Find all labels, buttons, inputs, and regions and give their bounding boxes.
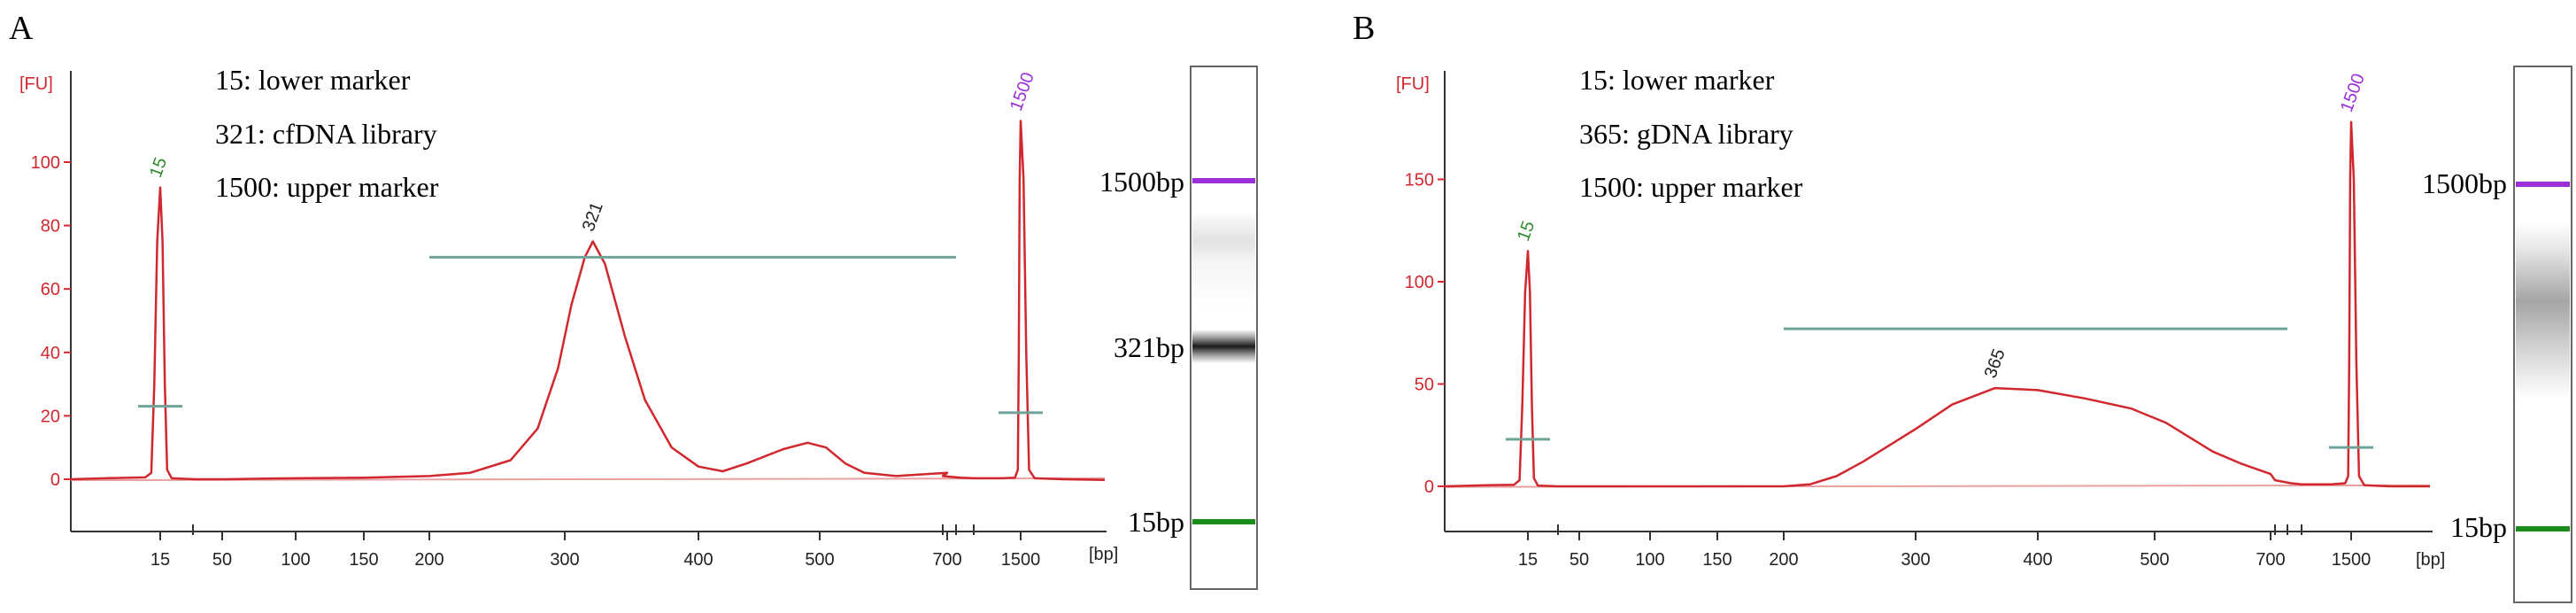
legend-line-b-2: 365: gDNA library — [1579, 118, 1793, 150]
panel-letter-b: B — [1353, 10, 1375, 47]
x-tick-label-b: 150 — [1702, 550, 1731, 570]
gel-band-321bp — [1192, 330, 1255, 363]
y-unit-a: [FU] — [19, 74, 53, 94]
legend-line-a-1: 15: lower marker — [215, 64, 411, 96]
peak-label-b: 15 — [1514, 219, 1539, 244]
plot-area-a: 0 20 40 60 80 100 15 50 100 150 200 300 400 500 700 150… — [31, 70, 1107, 570]
y-tick-label-b: 50 — [1415, 376, 1434, 395]
y-tick-label-b: 150 — [1405, 171, 1434, 190]
x-tick-label-b: 700 — [2256, 550, 2285, 570]
x-tick-label-a: 500 — [805, 550, 834, 570]
x-tick-label-b: 100 — [1635, 550, 1664, 570]
y-tick-label-a: 100 — [31, 153, 60, 173]
y-unit-b: [FU] — [1396, 74, 1430, 94]
x-tick-label-b: 50 — [1570, 550, 1589, 570]
gel-smear-b — [2516, 221, 2570, 399]
panel-a: A [FU] [bp] 15: lower marker 321: cfDNA … — [9, 10, 1258, 590]
x-tick-label-b: 15 — [1518, 550, 1538, 570]
y-tick-label-a: 40 — [41, 344, 60, 363]
y-tick-label-a: 60 — [41, 280, 60, 299]
x-tick-label-a: 15 — [150, 550, 170, 570]
x-tick-label-a: 1500 — [1001, 550, 1041, 570]
x-unit-a: [bp] — [1089, 545, 1118, 564]
peak-label-b: 1500 — [2337, 71, 2369, 114]
x-tick-label-b: 500 — [2140, 550, 2169, 570]
panel-b: B [FU] [bp] 15: lower marker 365: gDNA l… — [1353, 10, 2572, 603]
gel-band-1500bp-a — [1192, 178, 1255, 183]
x-tick-label-a: 200 — [414, 550, 443, 570]
y-tick-label-a: 20 — [41, 407, 60, 426]
x-unit-b: [bp] — [2416, 550, 2445, 570]
gel-band-15bp-a — [1192, 519, 1255, 524]
x-tick-label-a: 100 — [281, 550, 310, 570]
gel-label-15bp-a: 15bp — [1128, 506, 1184, 538]
peak-label-a: 15 — [146, 155, 171, 180]
gel-band-15bp-b — [2516, 526, 2570, 532]
gel-band-1500bp-b — [2516, 182, 2570, 187]
gel-label-1500bp-b: 1500bp — [2422, 167, 2507, 199]
x-tick-label-b: 300 — [1901, 550, 1930, 570]
x-tick-label-b: 400 — [2023, 550, 2052, 570]
peak-label-a: 1500 — [1006, 70, 1038, 113]
panel-letter-a: A — [9, 10, 34, 47]
peak-label-b: 365 — [1981, 346, 2009, 381]
gel-label-321bp: 321bp — [1114, 331, 1184, 363]
x-tick-label-a: 150 — [349, 550, 378, 570]
electropherogram-trace-b — [1444, 120, 2430, 488]
gel-lane-b: 1500bp 15bp — [2422, 66, 2572, 603]
x-tick-label-b: 1500 — [2332, 550, 2372, 570]
y-tick-label-a: 0 — [50, 470, 60, 490]
legend-line-b-3: 1500: upper marker — [1579, 171, 1803, 203]
gel-label-1500bp-a: 1500bp — [1099, 166, 1184, 198]
legend-line-b-1: 15: lower marker — [1579, 64, 1775, 96]
y-tick-label-b: 0 — [1424, 477, 1434, 497]
gel-lane-a: 1500bp 321bp 15bp — [1099, 66, 1258, 590]
x-tick-label-b: 200 — [1769, 550, 1798, 570]
legend-line-a-2: 321: cfDNA library — [215, 118, 437, 150]
x-tick-label-a: 700 — [932, 550, 961, 570]
legend-line-a-3: 1500: upper marker — [215, 171, 439, 203]
y-tick-label-a: 80 — [41, 217, 60, 237]
x-tick-label-a: 300 — [550, 550, 579, 570]
plot-area-b: 0 50 100 150 15 50 100 150 200 300 400 500 700 1500 15… — [1405, 71, 2433, 570]
gel-frame-a — [1190, 66, 1258, 590]
gel-smear-a — [1192, 213, 1255, 310]
y-tick-label-b: 100 — [1405, 273, 1434, 292]
x-tick-label-a: 400 — [683, 550, 713, 570]
x-tick-label-a: 50 — [212, 550, 232, 570]
electropherogram-trace-a — [70, 120, 1106, 481]
gel-label-15bp-b: 15bp — [2450, 511, 2507, 543]
peak-label-a: 321 — [579, 199, 607, 234]
